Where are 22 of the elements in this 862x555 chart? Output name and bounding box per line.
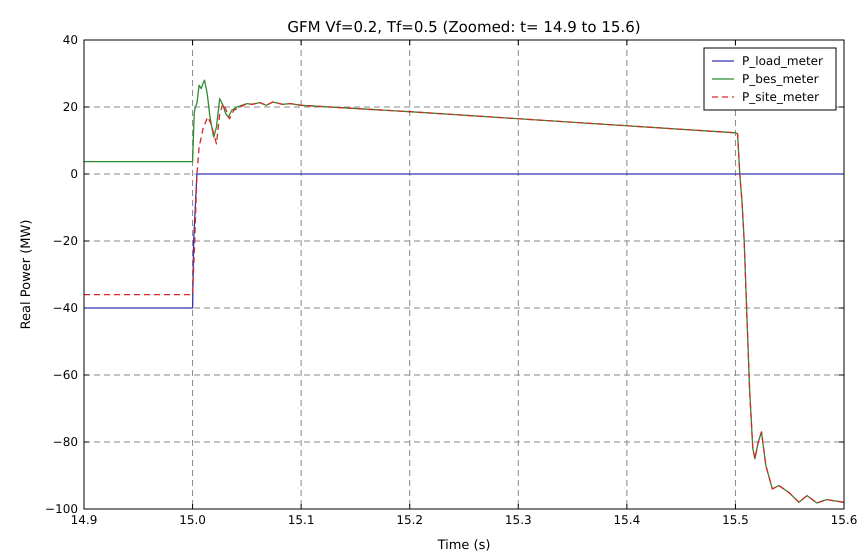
legend-label: P_site_meter <box>742 90 820 104</box>
y-tick-label: −100 <box>45 502 78 516</box>
legend-label: P_load_meter <box>742 54 824 68</box>
x-axis-title: Time (s) <box>436 538 490 553</box>
x-tick-label: 15.3 <box>504 513 532 527</box>
x-tick-label: 14.9 <box>70 513 98 527</box>
x-tick-label: 15.6 <box>830 513 858 527</box>
x-tick-label: 15.1 <box>288 513 314 527</box>
y-tick-label: −40 <box>52 301 78 315</box>
x-tick-label: 15.5 <box>722 513 749 527</box>
x-tick-label: 15.4 <box>614 513 640 527</box>
y-tick-label: −60 <box>52 368 78 382</box>
y-tick-label: −80 <box>52 435 78 449</box>
y-axis-title: Real Power (MW) <box>19 220 34 330</box>
y-tick-label: 0 <box>70 167 78 181</box>
legend-label: P_bes_meter <box>742 72 819 86</box>
x-tick-label: 15.2 <box>396 513 424 527</box>
y-tick-label: 20 <box>62 100 78 114</box>
x-tick-label: 15.0 <box>179 513 206 527</box>
chart-title: GFM Vf=0.2, Tf=0.5 (Zoomed: t= 14.9 to 15.6) <box>287 18 641 36</box>
y-tick-label: 40 <box>62 33 78 47</box>
y-tick-label: −20 <box>52 234 78 248</box>
